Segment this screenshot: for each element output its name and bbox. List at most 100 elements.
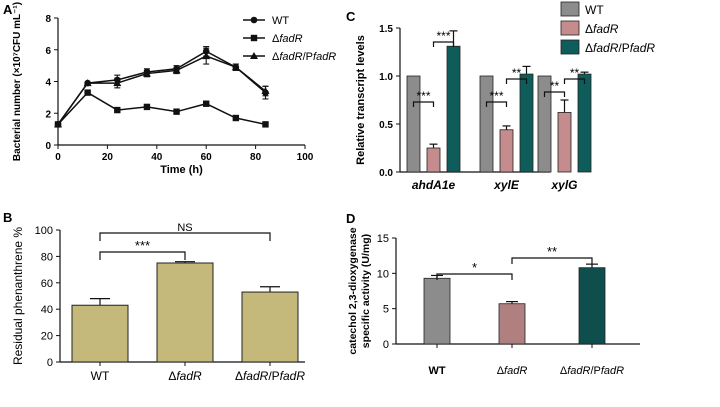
legend-marker <box>250 34 258 42</box>
label-part: /P <box>618 41 629 55</box>
x-tick-label: xylE <box>493 178 520 192</box>
significance-label: *** <box>416 89 430 103</box>
label-part: Δ <box>497 365 505 377</box>
x-tick-label: 0 <box>55 152 61 163</box>
bar <box>519 73 534 173</box>
panel-letter: D <box>346 211 355 226</box>
data-point <box>54 120 62 128</box>
y-tick-label: 0 <box>383 339 389 351</box>
y-tick-label: 2 <box>45 109 51 120</box>
x-tick-label: 20 <box>102 152 114 163</box>
y-axis-label-line: specific activity (U/mg) <box>360 234 372 348</box>
bar <box>537 75 552 173</box>
y-tick-label: 10 <box>377 268 389 280</box>
significance-bracket <box>436 273 513 280</box>
legend-swatch <box>560 1 580 17</box>
y-tick-label: 1.0 <box>379 72 393 83</box>
significance-bracket <box>432 41 455 47</box>
data-point <box>172 66 181 74</box>
y-axis-label: Relative transcript levels <box>355 35 367 165</box>
significance-bracket <box>485 101 508 107</box>
y-tick-label: 0 <box>47 357 53 369</box>
y-tick-label: 60 <box>41 278 53 290</box>
bar <box>557 112 572 173</box>
y-tick-label: 15 <box>377 233 389 245</box>
legend-entry: ΔfadR <box>585 22 619 36</box>
x-tick-label: ΔfadR <box>168 369 202 383</box>
bar <box>479 75 494 173</box>
bar <box>426 147 441 173</box>
y-axis-label: Bacterial number (×10⁷CFU mL⁻¹) <box>12 2 23 161</box>
data-point <box>142 69 151 77</box>
label-part: Δ <box>272 33 280 45</box>
bar <box>498 303 526 345</box>
data-point <box>143 103 151 111</box>
label-part: Δ <box>168 369 176 383</box>
legend-marker <box>250 52 258 59</box>
significance-label: NS <box>177 222 192 234</box>
x-tick-label: 40 <box>151 152 163 163</box>
legend-entry: ΔfadR/PfadR <box>585 41 655 55</box>
bar <box>499 129 514 173</box>
bar <box>423 277 451 345</box>
label-part: Δ <box>585 22 593 36</box>
data-point <box>173 108 180 115</box>
y-axis-label-line: catechol 2,3-dioxygenase <box>347 227 359 354</box>
label-italic-part: fadR <box>313 51 336 63</box>
y-tick-label: 0.0 <box>379 168 393 179</box>
bar <box>406 75 421 173</box>
y-axis-label: Residual phenanthrene % <box>11 227 25 365</box>
label-italic-part: fadR <box>567 365 590 377</box>
series-line <box>57 55 266 125</box>
data-point <box>231 63 240 71</box>
x-axis-label: Time (h) <box>160 164 203 176</box>
data-point <box>84 89 91 96</box>
panel-letter: C <box>346 9 356 24</box>
data-point <box>261 87 270 95</box>
y-tick-label: 100 <box>35 225 53 237</box>
panel-d: D 0 5 10 15 catechol 2,3-dioxygenasespecific … <box>346 211 640 377</box>
significance-bracket <box>511 257 593 264</box>
y-tick-label: 0.5 <box>379 120 393 131</box>
series-line <box>57 91 266 126</box>
label-italic-part: fadR <box>279 33 302 45</box>
x-tick-label: ahdA1e <box>412 178 456 192</box>
label-italic-part: fadR <box>280 369 306 383</box>
bar <box>577 73 592 173</box>
label-part: WT <box>91 369 110 383</box>
data-point <box>113 79 122 87</box>
significance-bracket <box>99 232 271 241</box>
x-tick-label: ΔfadR/PfadR <box>560 365 624 377</box>
legend-swatch <box>560 39 580 55</box>
data-point <box>202 52 211 60</box>
bar <box>241 291 299 363</box>
panel-letter: A <box>3 2 13 17</box>
y-tick-label: 20 <box>41 331 53 343</box>
label-part: Δ <box>585 41 593 55</box>
panel-b: B 0 20 40 60 80 100 Residual phenanthrene % WT Δf… <box>3 210 305 383</box>
significance-label: *** <box>436 29 450 43</box>
significance-label: ** <box>512 66 522 80</box>
significance-label: * <box>472 260 477 275</box>
legend-swatch <box>560 20 580 36</box>
legend-marker <box>250 16 258 24</box>
label-part: WT <box>585 3 604 17</box>
data-point <box>83 79 92 87</box>
significance-label: *** <box>135 238 150 253</box>
label-italic-part: fadR <box>243 369 269 383</box>
label-part: Δ <box>235 369 243 383</box>
significance-bracket <box>412 101 435 107</box>
data-point <box>203 100 210 107</box>
label-italic-part: fadR <box>601 365 624 377</box>
label-part: /P <box>590 365 600 377</box>
series-line <box>57 50 266 125</box>
series-2 <box>54 47 270 128</box>
significance-label: ** <box>547 244 557 259</box>
x-tick-label: ΔfadR/PfadR <box>235 369 305 383</box>
significance-bracket <box>505 78 528 84</box>
label-italic-part: fadR <box>176 369 202 383</box>
label-part: WT <box>428 365 445 377</box>
x-tick-label: 80 <box>250 152 262 163</box>
